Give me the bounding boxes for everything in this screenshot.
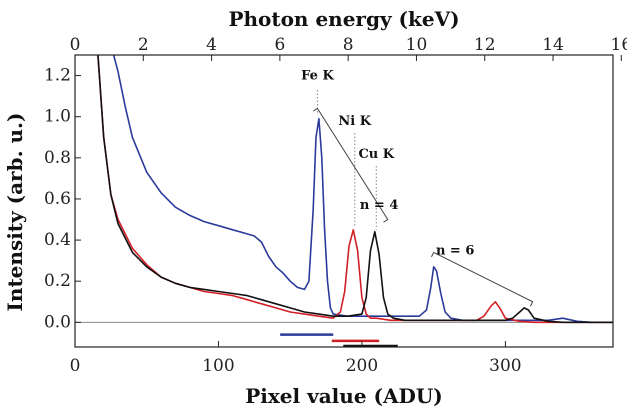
y-tick-label: 0.0 [44,312,71,332]
annotation-0: Fe K [301,69,334,84]
y-tick-label: 0.8 [44,148,71,168]
plot-frame [74,54,614,348]
top-tick-label: 14 [542,35,564,55]
bracket-1 [430,251,534,307]
top-axis-title: Photon energy (keV) [228,7,459,31]
y-axis-title: Intensity (arb. u.) [3,113,27,312]
chart-text-layer: 0 100 200 300 0 2 4 6 8 10 12 14 16 0.0 0.2 0.4 0.6 0.8 1.… [44,35,627,376]
y-tick-label: 1.2 [44,66,71,86]
plot-area [74,54,622,348]
x-tick-label: 0 [70,356,81,376]
top-tick-label: 12 [474,35,496,55]
annotation-4: n = 6 [436,243,474,258]
y-tick-label: 1.0 [44,107,71,127]
annotation-1: Ni K [338,114,371,129]
annotation-2: Cu K [358,147,394,162]
series-group [97,55,613,324]
series-line-cu [97,55,613,324]
top-tick-label: 6 [274,35,285,55]
top-tick-label: 0 [70,35,81,55]
series-line-ni [97,55,613,324]
y-tick-label: 0.6 [44,189,71,209]
top-tick-label: 2 [138,35,149,55]
y-tick-label: 0.4 [44,230,71,250]
x-tick-label: 200 [346,356,378,376]
x-tick-label: 300 [489,356,521,376]
y-tick-label: 0.2 [44,271,71,291]
x-tick-label: 100 [202,356,234,376]
x-axis-title: Pixel value (ADU) [245,384,442,408]
top-tick-label: 10 [406,35,428,55]
annotation-3: n = 4 [360,198,398,213]
top-tick-label: 8 [343,35,354,55]
bracket-0 [312,107,389,223]
top-tick-label: 16 [611,35,627,55]
top-tick-label: 4 [206,35,217,55]
